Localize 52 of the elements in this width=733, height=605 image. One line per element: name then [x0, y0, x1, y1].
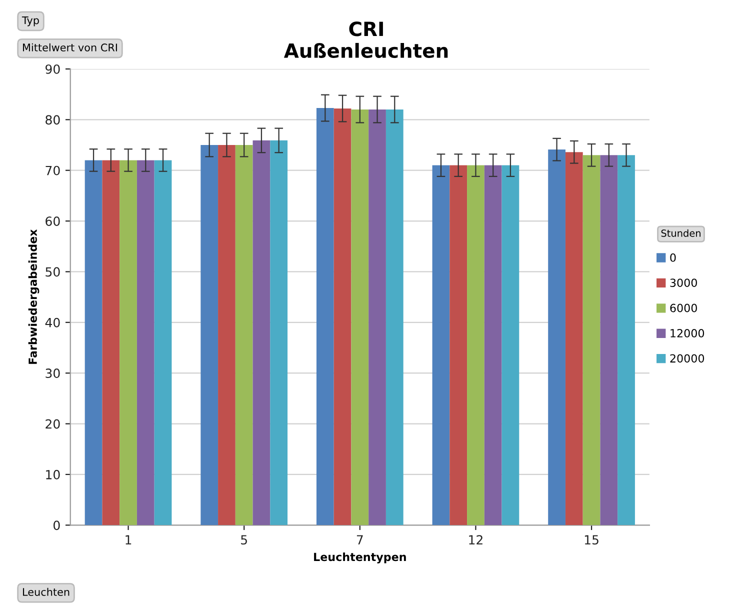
bar: [368, 110, 386, 526]
legend-title: Stunden: [661, 229, 700, 237]
legend-label: 6000: [670, 304, 697, 312]
y-tick-label: 50: [46, 267, 60, 277]
bar: [467, 165, 484, 526]
text: Mittelwert von CRI: [23, 43, 117, 52]
y-tick-label: 20: [46, 419, 60, 429]
chart-title: CRI Außenleuchten: [284, 22, 448, 58]
y-tick-label: 70: [46, 166, 60, 176]
bar: [351, 110, 369, 526]
bar: [218, 145, 236, 526]
bar: [618, 155, 635, 526]
x-tick-label: 7: [356, 535, 363, 544]
bar: [600, 155, 618, 526]
y-tick-label: 10: [46, 470, 60, 480]
bar: [200, 145, 218, 526]
bar: [235, 145, 253, 526]
legend-label: 12000: [670, 329, 704, 338]
y-tick-label: 60: [46, 216, 60, 226]
x-tick-label: 15: [584, 535, 598, 545]
legend-label: 20000: [670, 354, 704, 363]
bar: [136, 160, 154, 526]
x-tick-label: 1: [126, 535, 132, 544]
bar: [102, 160, 120, 526]
bar: [386, 110, 404, 526]
x-axis-title: Leuchtentypen: [314, 552, 406, 564]
bar: [84, 160, 102, 526]
bar: [432, 165, 450, 526]
y-tick-label: 80: [46, 115, 60, 125]
y-axis-title: Farbwiedergabeindex: [28, 229, 40, 364]
x-tick-label: 5: [241, 535, 247, 545]
legend-label: 3000: [670, 278, 697, 288]
y-tick-label: 90: [46, 64, 60, 74]
x-tick-label: 12: [469, 535, 482, 544]
bar: [484, 165, 502, 526]
bar: [316, 108, 334, 526]
y-tick-label: 40: [45, 318, 60, 328]
bar: [565, 152, 583, 526]
bar: [502, 165, 520, 526]
text: Leuchten: [23, 588, 70, 596]
bar: [450, 165, 468, 526]
y-tick-label: 30: [46, 368, 60, 378]
bar: [582, 155, 600, 526]
bar: [252, 140, 270, 526]
text: Typ: [22, 16, 39, 26]
bar: [120, 160, 137, 526]
legend-label: 0: [670, 253, 676, 262]
bar: [154, 160, 172, 526]
bar: [270, 140, 288, 526]
bar: [334, 108, 352, 526]
bar: [548, 150, 566, 526]
y-tick-label: 0: [54, 520, 60, 530]
